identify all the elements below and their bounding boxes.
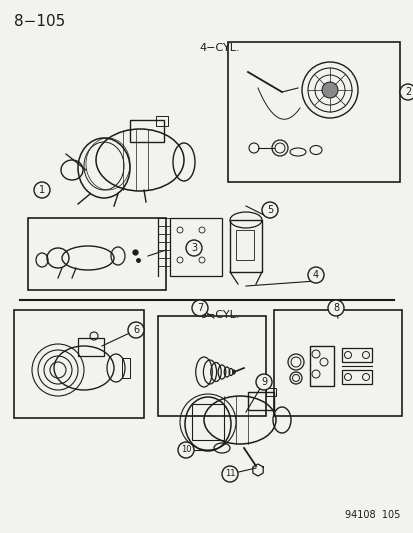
Bar	[309, 346, 333, 386]
Bar	[192, 404, 223, 440]
Circle shape	[192, 300, 207, 316]
Bar	[122, 358, 130, 378]
Bar	[341, 370, 371, 384]
Text: 5: 5	[266, 205, 273, 215]
Bar	[130, 120, 164, 142]
Text: 10: 10	[180, 446, 191, 455]
Circle shape	[261, 202, 277, 218]
Bar	[170, 218, 221, 276]
Text: 6−CYL.: 6−CYL.	[199, 310, 240, 320]
Circle shape	[178, 442, 194, 458]
Bar	[273, 310, 401, 416]
Circle shape	[307, 267, 323, 283]
Circle shape	[399, 84, 413, 100]
Circle shape	[327, 300, 343, 316]
Bar	[14, 310, 144, 418]
Bar	[235, 230, 254, 260]
Bar	[230, 220, 261, 272]
Circle shape	[185, 240, 202, 256]
Text: 4−CYL.: 4−CYL.	[199, 43, 240, 53]
Bar	[78, 338, 104, 356]
Text: 4: 4	[312, 270, 318, 280]
Text: 1: 1	[39, 185, 45, 195]
Text: 9: 9	[260, 377, 266, 387]
Circle shape	[221, 466, 237, 482]
Bar	[158, 316, 266, 416]
Bar	[247, 392, 273, 410]
Circle shape	[255, 374, 271, 390]
Text: 2: 2	[404, 87, 410, 97]
Bar	[228, 42, 399, 182]
Text: 7: 7	[197, 303, 203, 313]
Bar	[341, 348, 371, 362]
Circle shape	[128, 322, 144, 338]
Text: 94108  105: 94108 105	[344, 510, 399, 520]
Text: 3: 3	[190, 243, 197, 253]
Text: 8−105: 8−105	[14, 14, 65, 29]
Circle shape	[34, 182, 50, 198]
Text: 8: 8	[332, 303, 338, 313]
Circle shape	[321, 82, 337, 98]
Bar	[156, 116, 168, 126]
Text: 11: 11	[224, 470, 235, 479]
Text: 6: 6	[133, 325, 139, 335]
Bar	[28, 218, 166, 290]
Bar	[266, 388, 275, 396]
